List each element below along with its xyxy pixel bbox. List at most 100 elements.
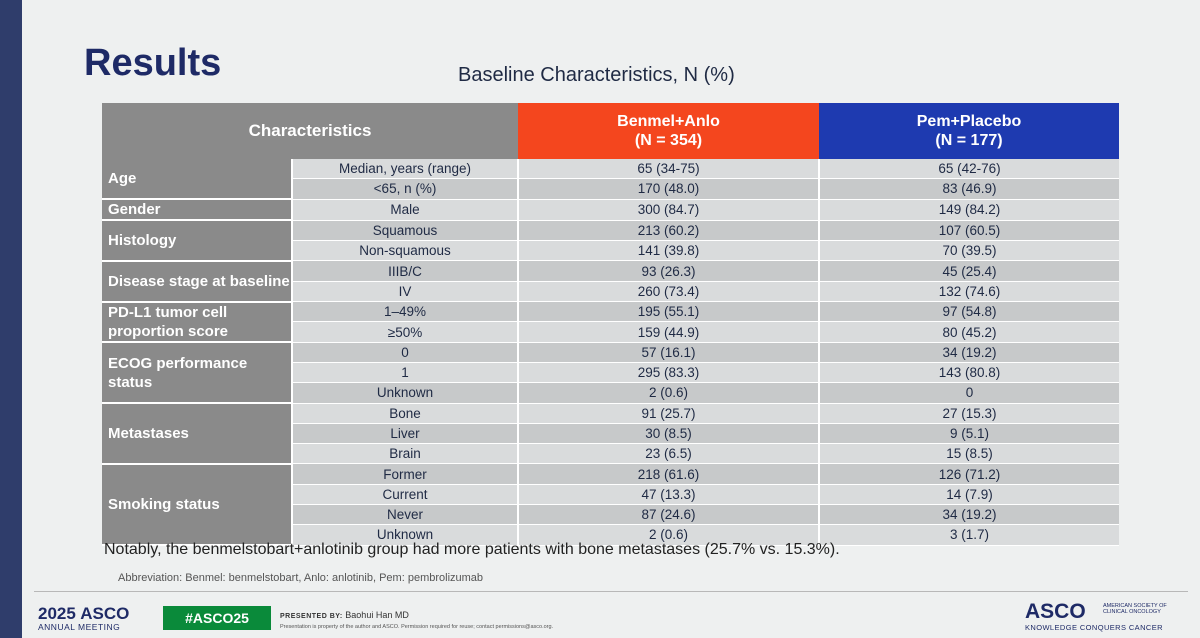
cell-pem-placebo: 34 (19.2) xyxy=(818,342,1119,363)
cell-benmel-anlo: 159 (44.9) xyxy=(517,321,819,343)
table-row: Non-squamous 141 (39.8) 70 (39.5) xyxy=(102,240,1119,262)
row-category: Age xyxy=(102,159,293,201)
cell-benmel-anlo: 141 (39.8) xyxy=(517,240,819,262)
table-row: Unknown 2 (0.6) 3 (1.7) xyxy=(102,524,1119,546)
cell-pem-placebo: 9 (5.1) xyxy=(818,423,1119,445)
slide-title: Results xyxy=(84,42,222,84)
hashtag-badge: #ASCO25 xyxy=(163,606,271,630)
table-row: Histology Squamous 213 (60.2) 107 (60.5) xyxy=(102,220,1119,262)
row-subcategory: ≥50% xyxy=(292,321,518,343)
header-arm-pem-placebo: Pem+Placebo (N = 177) xyxy=(819,103,1119,159)
cell-pem-placebo: 65 (42-76) xyxy=(818,159,1119,180)
cell-pem-placebo: 143 (80.8) xyxy=(818,362,1119,384)
asco-logo-tagline: KNOWLEDGE CONQUERS CANCER xyxy=(1025,623,1163,632)
cell-pem-placebo: 3 (1.7) xyxy=(818,524,1119,546)
cell-benmel-anlo: 170 (48.0) xyxy=(517,178,819,200)
arm-a-n: (N = 354) xyxy=(634,132,703,149)
row-subcategory: 1 xyxy=(292,362,518,384)
table-body: Age Median, years (range) 65 (34-75) 65 (42… xyxy=(102,159,1119,547)
row-category: Gender xyxy=(102,199,293,222)
arm-b-name: Pem+Placebo xyxy=(916,113,1022,130)
row-subcategory: Liver xyxy=(292,423,518,445)
table-row: Age Median, years (range) 65 (34-75) 65 (42… xyxy=(102,159,1119,201)
annual-meeting-logo: 2025 ASCO ANNUAL MEETING xyxy=(38,604,129,632)
row-category: Metastases xyxy=(102,403,293,465)
asco-logo-society: AMERICAN SOCIETY OF CLINICAL ONCOLOGY xyxy=(1103,603,1167,615)
cell-pem-placebo: 14 (7.9) xyxy=(818,484,1119,506)
cell-pem-placebo: 107 (60.5) xyxy=(818,220,1119,242)
meeting-name: ANNUAL MEETING xyxy=(38,622,121,632)
table-row: Brain 23 (6.5) 15 (8.5) xyxy=(102,443,1119,465)
row-subcategory: Unknown xyxy=(292,382,518,404)
row-category: Histology xyxy=(102,220,293,262)
cell-benmel-anlo: 65 (34-75) xyxy=(517,159,819,180)
table-row: Gender Male 300 (84.7) 149 (84.2) xyxy=(102,199,1119,222)
cell-benmel-anlo: 213 (60.2) xyxy=(517,220,819,242)
cell-benmel-anlo: 195 (55.1) xyxy=(517,301,819,323)
row-category: ECOG performance status xyxy=(102,342,293,405)
property-notice: Presentation is property of the author a… xyxy=(280,624,554,630)
table-row: IV 260 (73.4) 132 (74.6) xyxy=(102,281,1119,303)
row-subcategory: Brain xyxy=(292,443,518,465)
table-row: Current 47 (13.3) 14 (7.9) xyxy=(102,484,1119,506)
asco-logo-name: ASCO xyxy=(1025,600,1086,623)
cell-benmel-anlo: 30 (8.5) xyxy=(517,423,819,445)
cell-pem-placebo: 126 (71.2) xyxy=(818,463,1119,485)
cell-pem-placebo: 34 (19.2) xyxy=(818,504,1119,526)
arm-b-n: (N = 177) xyxy=(935,132,1003,149)
table-row: Unknown 2 (0.6) 0 xyxy=(102,382,1119,404)
baseline-table: Characteristics Benmel+Anlo (N = 354) Pe… xyxy=(102,103,1119,547)
cell-pem-placebo: 80 (45.2) xyxy=(818,321,1119,343)
table-row: PD-L1 tumor cell proportion score 1–49% 19… xyxy=(102,301,1119,344)
cell-pem-placebo: 0 xyxy=(818,382,1119,404)
cell-pem-placebo: 15 (8.5) xyxy=(818,443,1119,465)
slide: Results Baseline Characteristics, N (%) … xyxy=(22,0,1200,638)
cell-benmel-anlo: 2 (0.6) xyxy=(517,524,819,546)
meeting-org: ASCO xyxy=(80,604,130,623)
row-subcategory: Male xyxy=(292,199,518,221)
cell-benmel-anlo: 300 (84.7) xyxy=(517,199,819,221)
row-subcategory: 0 xyxy=(292,342,518,363)
cell-pem-placebo: 45 (25.4) xyxy=(818,260,1119,282)
table-row: Disease stage at baseline IIIB/C 93 (26.3)… xyxy=(102,260,1119,303)
arm-a-name: Benmel+Anlo xyxy=(617,113,720,130)
footnote: Notably, the benmelstobart+anlotinib gro… xyxy=(104,541,840,558)
row-subcategory: Current xyxy=(292,484,518,506)
row-subcategory: Bone xyxy=(292,403,518,424)
row-subcategory: Unknown xyxy=(292,524,518,546)
cell-pem-placebo: 83 (46.9) xyxy=(818,178,1119,200)
footer-divider xyxy=(34,591,1188,592)
cell-pem-placebo: 97 (54.8) xyxy=(818,301,1119,323)
presenter-line: PRESENTED BY: Baohui Han MD xyxy=(280,610,409,620)
cell-benmel-anlo: 260 (73.4) xyxy=(517,281,819,303)
table-row: 1 295 (83.3) 143 (80.8) xyxy=(102,362,1119,384)
cell-benmel-anlo: 295 (83.3) xyxy=(517,362,819,384)
asco-logo: ASCO AMERICAN SOCIETY OF CLINICAL ONCOLO… xyxy=(1025,600,1167,632)
cell-pem-placebo: 27 (15.3) xyxy=(818,403,1119,424)
table-row: <65, n (%) 170 (48.0) 83 (46.9) xyxy=(102,178,1119,200)
cell-benmel-anlo: 57 (16.1) xyxy=(517,342,819,363)
table-row: Liver 30 (8.5) 9 (5.1) xyxy=(102,423,1119,445)
row-subcategory: Median, years (range) xyxy=(292,159,518,180)
cell-benmel-anlo: 23 (6.5) xyxy=(517,443,819,465)
row-subcategory: Never xyxy=(292,504,518,526)
row-subcategory: Former xyxy=(292,463,518,485)
header-characteristics: Characteristics xyxy=(102,103,518,159)
row-category: Disease stage at baseline xyxy=(102,260,293,303)
row-subcategory: Non-squamous xyxy=(292,240,518,262)
row-subcategory: IIIB/C xyxy=(292,260,518,282)
cell-benmel-anlo: 218 (61.6) xyxy=(517,463,819,485)
row-category: PD-L1 tumor cell proportion score xyxy=(102,301,293,344)
table-title: Baseline Characteristics, N (%) xyxy=(458,64,735,86)
cell-benmel-anlo: 87 (24.6) xyxy=(517,504,819,526)
table-row: Never 87 (24.6) 34 (19.2) xyxy=(102,504,1119,526)
table-row: Metastases Bone 91 (25.7) 27 (15.3) xyxy=(102,403,1119,465)
table-row: ≥50% 159 (44.9) 80 (45.2) xyxy=(102,321,1119,343)
presenter-name: Baohui Han MD xyxy=(345,610,409,620)
meeting-year: 2025 xyxy=(38,604,76,623)
cell-pem-placebo: 132 (74.6) xyxy=(818,281,1119,303)
cell-benmel-anlo: 2 (0.6) xyxy=(517,382,819,404)
cell-benmel-anlo: 93 (26.3) xyxy=(517,260,819,282)
presented-by-label: PRESENTED BY: xyxy=(280,613,343,620)
cell-benmel-anlo: 47 (13.3) xyxy=(517,484,819,506)
